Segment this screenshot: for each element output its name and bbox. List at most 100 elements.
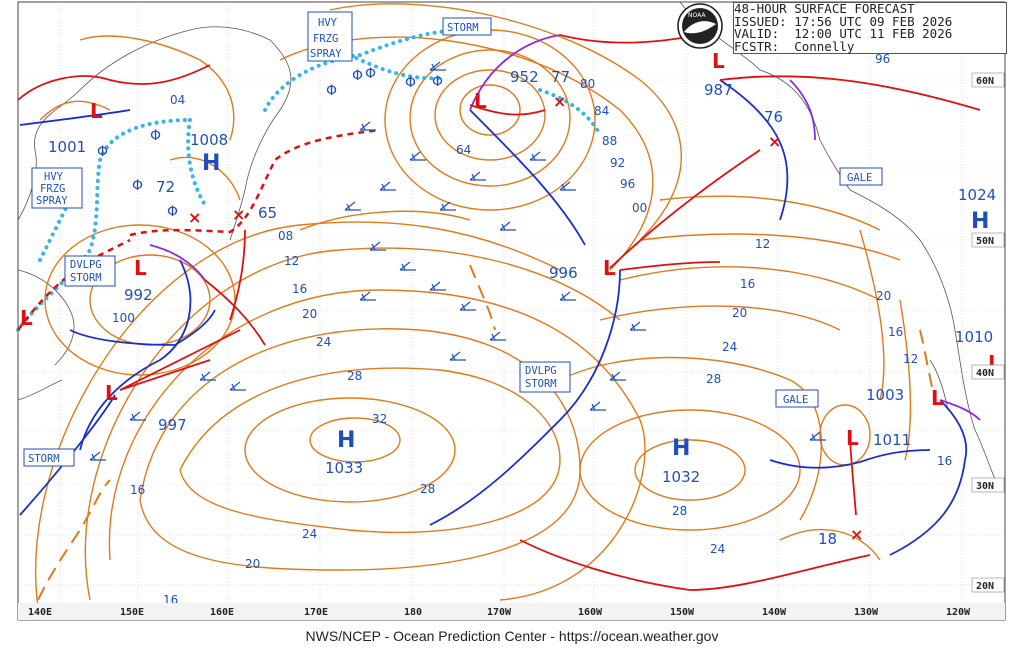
dashed-track-north bbox=[129, 128, 381, 237]
svg-text:140E: 140E bbox=[28, 607, 52, 618]
forecast-header: 48-HOUR SURFACE FORECAST ISSUED: 17:56 U… bbox=[733, 2, 1007, 54]
cold-front-5 bbox=[69, 309, 216, 346]
header-valid: VALID: 12:00 UTC 11 FEB 2026 bbox=[734, 26, 953, 41]
svg-text:96: 96 bbox=[875, 52, 890, 66]
svg-text:20: 20 bbox=[245, 557, 260, 571]
svg-text:08: 08 bbox=[278, 229, 293, 243]
svg-text:04: 04 bbox=[170, 93, 185, 107]
warm-front-2 bbox=[619, 261, 721, 271]
pressure-h-1032: 1032 bbox=[662, 468, 700, 486]
svg-text:H: H bbox=[971, 209, 989, 234]
forecast-x-markers: × × × × × bbox=[188, 92, 863, 544]
warning-dvlpg-storm-2: DVLPG STORM bbox=[519, 361, 571, 393]
warning-storm-2: STORM bbox=[23, 448, 75, 467]
warm-front-8 bbox=[519, 539, 871, 591]
cold-front-9 bbox=[769, 449, 931, 469]
latitude-labels: 60N 50N 40N 30N 20N bbox=[971, 72, 1005, 593]
svg-text:180: 180 bbox=[404, 607, 422, 618]
svg-text:130W: 130W bbox=[854, 607, 879, 618]
svg-text:12: 12 bbox=[284, 254, 299, 268]
svg-text:L: L bbox=[105, 381, 118, 405]
svg-text:170W: 170W bbox=[487, 607, 512, 618]
svg-text:28: 28 bbox=[672, 504, 687, 518]
svg-text:L: L bbox=[603, 256, 616, 280]
track-4 bbox=[229, 229, 246, 321]
svg-text:×: × bbox=[188, 208, 201, 227]
svg-text:HVY: HVY bbox=[318, 17, 338, 29]
warning-storm-1: STORM bbox=[442, 17, 492, 36]
svg-text:L: L bbox=[846, 426, 859, 450]
svg-text:×: × bbox=[553, 92, 566, 111]
svg-text:84: 84 bbox=[594, 104, 609, 118]
pressure-values: 1008 1033 1032 1024 952 1001 992 997 996… bbox=[48, 68, 996, 486]
occluded-front-7 bbox=[939, 399, 981, 421]
fronts bbox=[17, 29, 981, 591]
longitude-labels: 140E 150E 160E 170E 180 170W 160W 150W 1… bbox=[18, 603, 1005, 620]
warning-dvlpg-storm-1: DVLPG STORM bbox=[64, 255, 116, 287]
freezing-spray-symbols: Φ Φ Φ Φ Φ Φ Φ Φ Φ bbox=[97, 66, 443, 220]
svg-text:16: 16 bbox=[740, 277, 755, 291]
svg-text:L: L bbox=[134, 256, 147, 280]
warning-gale-2: GALE bbox=[775, 389, 819, 408]
pressure-l-997: 997 bbox=[158, 416, 187, 434]
svg-text:L: L bbox=[20, 306, 33, 330]
low-center-markers: L L L L L L L L L L bbox=[20, 49, 1001, 450]
svg-text:GALE: GALE bbox=[847, 172, 872, 184]
position-label-18: 18 bbox=[818, 530, 837, 548]
svg-text:20: 20 bbox=[732, 306, 747, 320]
trough-line-1 bbox=[29, 479, 111, 621]
warning-hvy-frzg-spray-1: HVY FRZG SPRAY bbox=[307, 11, 353, 62]
pressure-l-1003: 1003 bbox=[866, 386, 904, 404]
footer-credit: NWS/NCEP - Ocean Prediction Center - htt… bbox=[305, 628, 719, 644]
svg-text:24: 24 bbox=[316, 335, 331, 349]
svg-text:92: 92 bbox=[610, 156, 625, 170]
svg-text:120W: 120W bbox=[946, 607, 971, 618]
svg-text:H: H bbox=[672, 436, 690, 461]
wind-barbs bbox=[89, 61, 826, 461]
svg-text:Φ: Φ bbox=[365, 66, 376, 82]
warning-gale-1: GALE bbox=[839, 167, 883, 186]
cold-front-7 bbox=[889, 399, 968, 556]
pressure-h-1008: 1008 bbox=[190, 131, 228, 149]
svg-text:STORM: STORM bbox=[447, 22, 479, 34]
pressure-l-1001: 1001 bbox=[48, 138, 86, 156]
cold-front-3 bbox=[719, 79, 789, 221]
svg-text:L: L bbox=[90, 99, 103, 123]
svg-text:12: 12 bbox=[755, 237, 770, 251]
pressure-l-992: 992 bbox=[124, 286, 153, 304]
svg-text:50N: 50N bbox=[976, 236, 994, 247]
track-5 bbox=[849, 439, 857, 516]
svg-text:20N: 20N bbox=[976, 581, 994, 592]
svg-text:Φ: Φ bbox=[432, 74, 443, 90]
trough-line-2 bbox=[469, 264, 496, 331]
svg-text:Φ: Φ bbox=[352, 68, 363, 84]
position-label-77: 77 bbox=[551, 68, 570, 86]
pressure-l-987: 987 bbox=[704, 81, 733, 99]
track-3 bbox=[119, 329, 241, 391]
svg-text:Φ: Φ bbox=[132, 178, 143, 194]
warm-front-6 bbox=[119, 359, 211, 391]
svg-text:L: L bbox=[931, 386, 944, 410]
svg-text:Φ: Φ bbox=[326, 83, 337, 99]
svg-text:160E: 160E bbox=[210, 607, 234, 618]
header-forecaster: FCSTR: Connelly bbox=[734, 38, 855, 54]
svg-text:16: 16 bbox=[292, 282, 307, 296]
pressure-l-952: 952 bbox=[510, 68, 539, 86]
isobars bbox=[35, 3, 912, 621]
svg-text:L: L bbox=[712, 49, 725, 73]
svg-text:24: 24 bbox=[302, 527, 317, 541]
svg-text:DVLPG: DVLPG bbox=[70, 259, 102, 271]
svg-text:60N: 60N bbox=[976, 76, 994, 87]
warning-hvy-frzg-spray-2: HVY FRZG SPRAY bbox=[31, 167, 83, 209]
position-label-65: 65 bbox=[258, 204, 277, 222]
svg-text:SPRAY: SPRAY bbox=[310, 48, 342, 60]
noaa-logo: NOAA bbox=[677, 3, 723, 49]
svg-text:16: 16 bbox=[130, 483, 145, 497]
svg-text:H: H bbox=[202, 151, 220, 176]
ice-accretion-areas bbox=[16, 28, 602, 332]
isobar-labels: 04 08 12 16 20 24 28 32 28 24 20 16 64 8… bbox=[112, 52, 952, 607]
svg-text:150E: 150E bbox=[120, 607, 144, 618]
warm-front-4 bbox=[204, 279, 266, 346]
track-2 bbox=[609, 149, 761, 269]
